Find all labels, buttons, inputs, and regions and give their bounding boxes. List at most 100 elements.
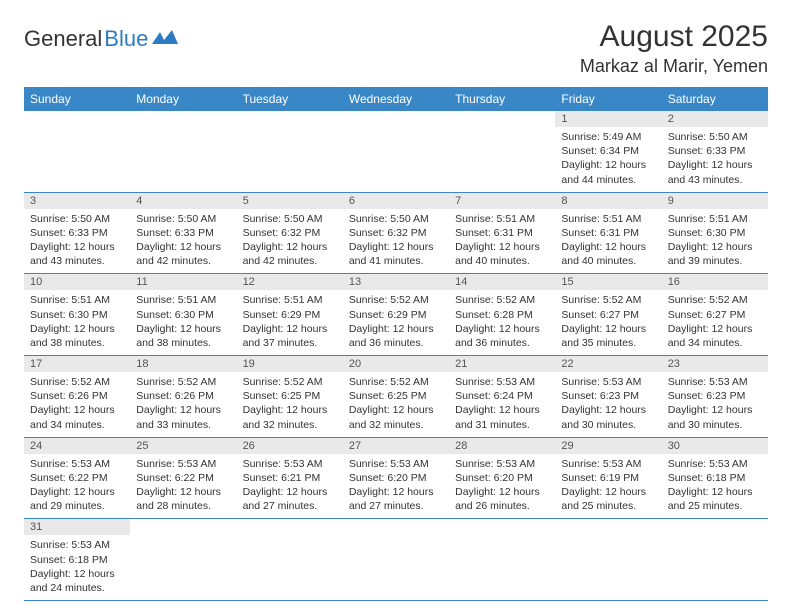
daylight-text: Daylight: 12 hours and 33 minutes. xyxy=(136,403,230,431)
day-body: Sunrise: 5:52 AMSunset: 6:25 PMDaylight:… xyxy=(237,372,343,437)
sunset-text: Sunset: 6:33 PM xyxy=(30,226,124,240)
day-number: 30 xyxy=(662,438,768,454)
day-body: Sunrise: 5:53 AMSunset: 6:18 PMDaylight:… xyxy=(662,454,768,519)
day-number xyxy=(449,111,555,127)
day-body: Sunrise: 5:51 AMSunset: 6:31 PMDaylight:… xyxy=(449,209,555,274)
page-header: GeneralBlue August 2025 Markaz al Marir,… xyxy=(24,20,768,77)
sunset-text: Sunset: 6:19 PM xyxy=(561,471,655,485)
day-body: Sunrise: 5:51 AMSunset: 6:30 PMDaylight:… xyxy=(130,290,236,355)
day-number: 31 xyxy=(24,519,130,535)
calendar-cell: 23Sunrise: 5:53 AMSunset: 6:23 PMDayligh… xyxy=(662,356,768,438)
daylight-text: Daylight: 12 hours and 32 minutes. xyxy=(349,403,443,431)
day-number: 22 xyxy=(555,356,661,372)
calendar-cell: 3Sunrise: 5:50 AMSunset: 6:33 PMDaylight… xyxy=(24,192,130,274)
daylight-text: Daylight: 12 hours and 27 minutes. xyxy=(349,485,443,513)
day-number: 7 xyxy=(449,193,555,209)
sunset-text: Sunset: 6:20 PM xyxy=(349,471,443,485)
day-number: 20 xyxy=(343,356,449,372)
day-number: 12 xyxy=(237,274,343,290)
sunrise-text: Sunrise: 5:51 AM xyxy=(561,212,655,226)
calendar-cell: 16Sunrise: 5:52 AMSunset: 6:27 PMDayligh… xyxy=(662,274,768,356)
calendar-cell: 30Sunrise: 5:53 AMSunset: 6:18 PMDayligh… xyxy=(662,437,768,519)
sunrise-text: Sunrise: 5:51 AM xyxy=(455,212,549,226)
sunset-text: Sunset: 6:30 PM xyxy=(668,226,762,240)
sunrise-text: Sunrise: 5:50 AM xyxy=(243,212,337,226)
day-body xyxy=(343,127,449,179)
day-body: Sunrise: 5:53 AMSunset: 6:24 PMDaylight:… xyxy=(449,372,555,437)
day-number: 15 xyxy=(555,274,661,290)
sunrise-text: Sunrise: 5:53 AM xyxy=(561,457,655,471)
day-number: 21 xyxy=(449,356,555,372)
daylight-text: Daylight: 12 hours and 41 minutes. xyxy=(349,240,443,268)
sunrise-text: Sunrise: 5:53 AM xyxy=(30,457,124,471)
sunrise-text: Sunrise: 5:52 AM xyxy=(668,293,762,307)
day-body: Sunrise: 5:53 AMSunset: 6:22 PMDaylight:… xyxy=(130,454,236,519)
calendar-cell: 7Sunrise: 5:51 AMSunset: 6:31 PMDaylight… xyxy=(449,192,555,274)
calendar-cell: 13Sunrise: 5:52 AMSunset: 6:29 PMDayligh… xyxy=(343,274,449,356)
calendar-cell: 31Sunrise: 5:53 AMSunset: 6:18 PMDayligh… xyxy=(24,519,130,601)
calendar-cell xyxy=(555,519,661,601)
sunset-text: Sunset: 6:23 PM xyxy=(668,389,762,403)
calendar-cell: 22Sunrise: 5:53 AMSunset: 6:23 PMDayligh… xyxy=(555,356,661,438)
flag-icon xyxy=(152,26,178,52)
calendar-cell: 27Sunrise: 5:53 AMSunset: 6:20 PMDayligh… xyxy=(343,437,449,519)
daylight-text: Daylight: 12 hours and 42 minutes. xyxy=(136,240,230,268)
sunset-text: Sunset: 6:25 PM xyxy=(243,389,337,403)
day-number: 5 xyxy=(237,193,343,209)
calendar-cell: 26Sunrise: 5:53 AMSunset: 6:21 PMDayligh… xyxy=(237,437,343,519)
daylight-text: Daylight: 12 hours and 42 minutes. xyxy=(243,240,337,268)
calendar-cell xyxy=(662,519,768,601)
sunrise-text: Sunrise: 5:53 AM xyxy=(30,538,124,552)
day-number: 23 xyxy=(662,356,768,372)
day-number xyxy=(24,111,130,127)
daylight-text: Daylight: 12 hours and 39 minutes. xyxy=(668,240,762,268)
sunrise-text: Sunrise: 5:50 AM xyxy=(668,130,762,144)
day-body: Sunrise: 5:53 AMSunset: 6:23 PMDaylight:… xyxy=(555,372,661,437)
sunset-text: Sunset: 6:33 PM xyxy=(668,144,762,158)
day-body xyxy=(237,535,343,587)
day-body: Sunrise: 5:51 AMSunset: 6:30 PMDaylight:… xyxy=(24,290,130,355)
sunrise-text: Sunrise: 5:52 AM xyxy=(136,375,230,389)
day-number: 26 xyxy=(237,438,343,454)
calendar-cell xyxy=(449,111,555,192)
sunset-text: Sunset: 6:25 PM xyxy=(349,389,443,403)
calendar-cell xyxy=(343,519,449,601)
calendar-cell: 8Sunrise: 5:51 AMSunset: 6:31 PMDaylight… xyxy=(555,192,661,274)
sunrise-text: Sunrise: 5:50 AM xyxy=(136,212,230,226)
sunrise-text: Sunrise: 5:52 AM xyxy=(30,375,124,389)
calendar-cell xyxy=(449,519,555,601)
calendar-row: 24Sunrise: 5:53 AMSunset: 6:22 PMDayligh… xyxy=(24,437,768,519)
day-number xyxy=(449,519,555,535)
sunset-text: Sunset: 6:21 PM xyxy=(243,471,337,485)
daylight-text: Daylight: 12 hours and 40 minutes. xyxy=(455,240,549,268)
day-number: 29 xyxy=(555,438,661,454)
day-number xyxy=(237,111,343,127)
sunset-text: Sunset: 6:20 PM xyxy=(455,471,549,485)
daylight-text: Daylight: 12 hours and 28 minutes. xyxy=(136,485,230,513)
sunrise-text: Sunrise: 5:52 AM xyxy=(349,293,443,307)
sunrise-text: Sunrise: 5:51 AM xyxy=(30,293,124,307)
sunset-text: Sunset: 6:27 PM xyxy=(668,308,762,322)
day-number: 10 xyxy=(24,274,130,290)
calendar-cell: 14Sunrise: 5:52 AMSunset: 6:28 PMDayligh… xyxy=(449,274,555,356)
month-title: August 2025 xyxy=(580,20,768,54)
day-body: Sunrise: 5:52 AMSunset: 6:26 PMDaylight:… xyxy=(24,372,130,437)
day-body xyxy=(343,535,449,587)
sunset-text: Sunset: 6:28 PM xyxy=(455,308,549,322)
title-block: August 2025 Markaz al Marir, Yemen xyxy=(580,20,768,77)
daylight-text: Daylight: 12 hours and 30 minutes. xyxy=(668,403,762,431)
calendar-cell: 9Sunrise: 5:51 AMSunset: 6:30 PMDaylight… xyxy=(662,192,768,274)
weekday-header: Tuesday xyxy=(237,87,343,111)
weekday-header: Thursday xyxy=(449,87,555,111)
daylight-text: Daylight: 12 hours and 32 minutes. xyxy=(243,403,337,431)
sunset-text: Sunset: 6:29 PM xyxy=(349,308,443,322)
sunset-text: Sunset: 6:29 PM xyxy=(243,308,337,322)
calendar-row: 1Sunrise: 5:49 AMSunset: 6:34 PMDaylight… xyxy=(24,111,768,192)
calendar-cell: 2Sunrise: 5:50 AMSunset: 6:33 PMDaylight… xyxy=(662,111,768,192)
sunset-text: Sunset: 6:26 PM xyxy=(30,389,124,403)
sunrise-text: Sunrise: 5:51 AM xyxy=(136,293,230,307)
sunset-text: Sunset: 6:30 PM xyxy=(136,308,230,322)
day-body: Sunrise: 5:51 AMSunset: 6:31 PMDaylight:… xyxy=(555,209,661,274)
calendar-row: 17Sunrise: 5:52 AMSunset: 6:26 PMDayligh… xyxy=(24,356,768,438)
calendar-cell xyxy=(237,519,343,601)
